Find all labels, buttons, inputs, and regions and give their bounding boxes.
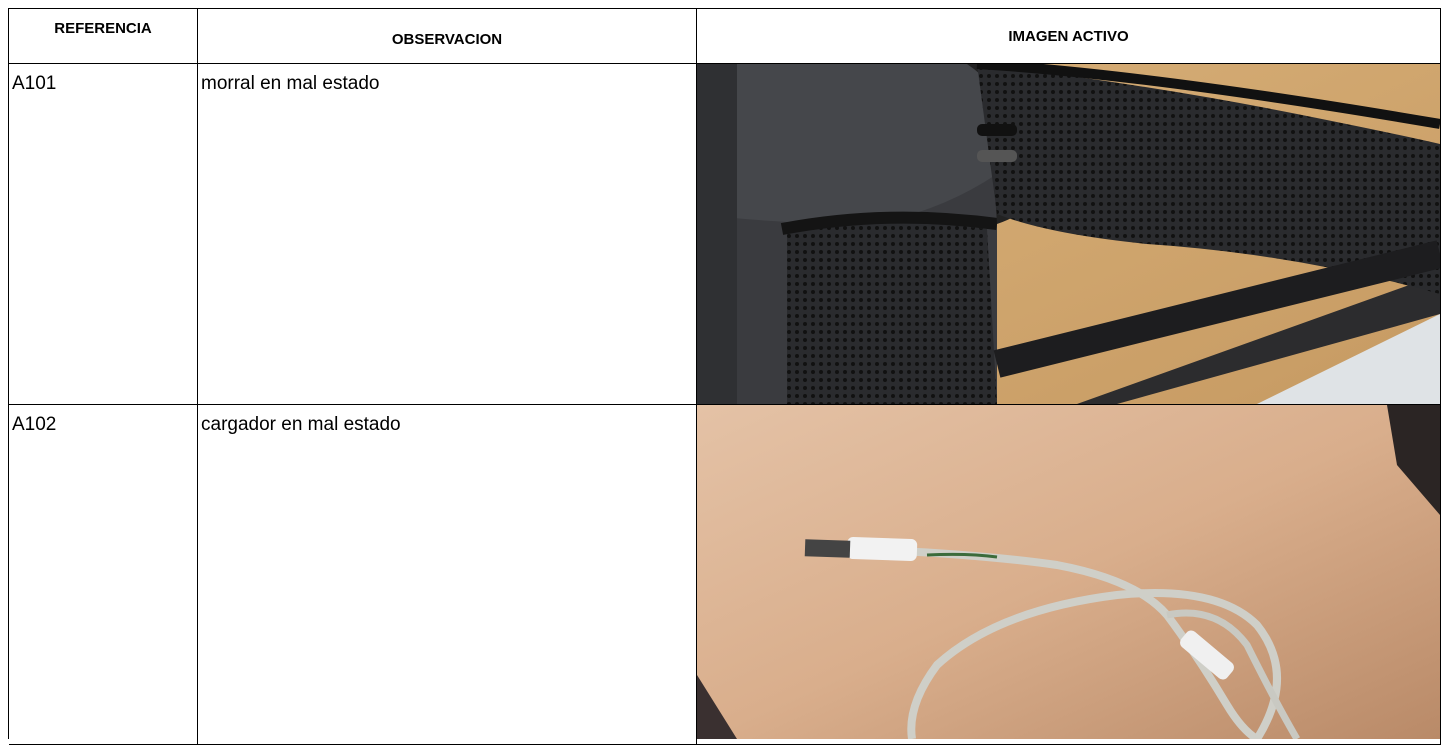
charger-photo [697, 405, 1440, 739]
cell-text: A101 [12, 73, 57, 94]
header-text: REFERENCIA [54, 20, 152, 37]
observation-cell: morral en mal estado [198, 64, 697, 405]
cell-text: A102 [12, 414, 57, 435]
cell-text: cargador en mal estado [201, 414, 401, 435]
header-cell: REFERENCIA [9, 9, 198, 64]
image-cell [697, 64, 1441, 405]
header-cell: IMAGEN ACTIVO [697, 9, 1441, 64]
reference-cell: A102 [9, 405, 198, 745]
cell-text: morral en mal estado [201, 73, 380, 94]
backpack-photo [697, 64, 1440, 404]
image-cell [697, 405, 1441, 745]
reference-cell: A101 [9, 64, 198, 405]
header-text: IMAGEN ACTIVO [1008, 27, 1129, 45]
header-text: OBSERVACION [391, 30, 503, 48]
observation-cell: cargador en mal estado [198, 405, 697, 745]
left-border [8, 8, 9, 739]
top-border [8, 8, 1441, 9]
header-cell: OBSERVACION [198, 9, 697, 64]
